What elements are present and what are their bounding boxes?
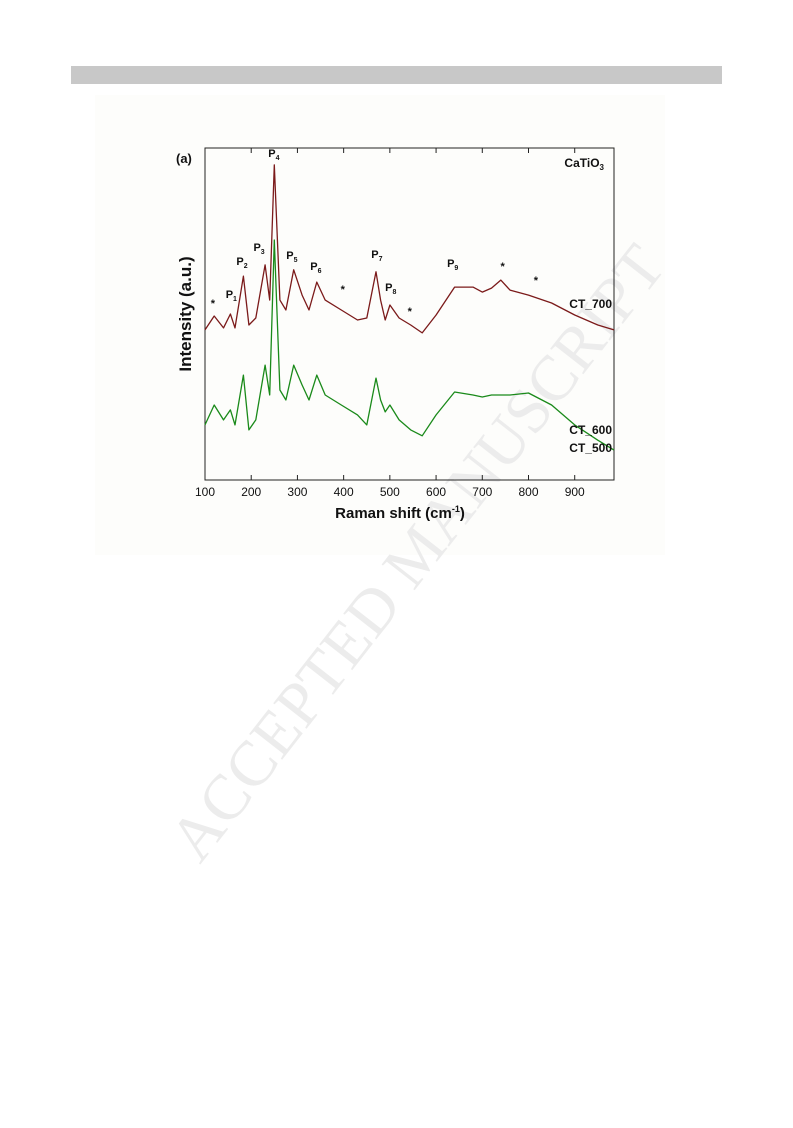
y-axis-title: Intensity (a.u.)	[176, 256, 195, 371]
x-tick-label: 900	[565, 485, 585, 499]
text-part: P	[310, 261, 317, 273]
peak-annotation: P7	[371, 249, 382, 263]
text-part: 6	[318, 268, 322, 275]
header-bar	[71, 66, 722, 84]
text-part: 9	[454, 265, 458, 272]
text-part: *	[534, 275, 539, 287]
peak-annotation: *	[341, 284, 346, 296]
text-part: P	[268, 148, 275, 160]
text-part: 5	[294, 257, 298, 264]
panel-label: (a)	[176, 151, 192, 166]
text-part: *	[211, 298, 216, 310]
peak-annotation: P4	[268, 148, 279, 162]
peak-annotation: *	[408, 306, 413, 318]
x-tick-label: 400	[334, 485, 354, 499]
x-tick-label: 100	[195, 485, 215, 499]
text-part: *	[500, 261, 505, 273]
text-part: )	[460, 505, 465, 522]
text-part: *	[408, 306, 413, 318]
x-tick-label: 700	[472, 485, 492, 499]
peak-annotation: *	[500, 261, 505, 273]
text-part: P	[253, 242, 260, 254]
text-part: P	[286, 250, 293, 262]
peak-annotation: P3	[253, 242, 264, 256]
text-part: Raman shift (cm	[335, 505, 452, 522]
text-part: 3	[261, 249, 265, 256]
series-line	[204, 239, 615, 451]
series-label: CT_500	[569, 441, 612, 455]
text-part: 2	[244, 263, 248, 270]
text-part: 3	[600, 163, 605, 172]
peak-annotation: P1	[226, 289, 237, 303]
x-tick-label: 300	[287, 485, 307, 499]
figure-background	[95, 95, 665, 555]
peak-annotation: P2	[236, 256, 247, 270]
peak-annotation: P5	[286, 250, 297, 264]
x-tick-label: 600	[426, 485, 446, 499]
peak-annotation: P8	[385, 282, 396, 296]
text-part: -1	[452, 504, 460, 514]
x-tick-label: 800	[518, 485, 538, 499]
text-part: CaTiO	[564, 156, 599, 170]
peak-annotation: *	[211, 298, 216, 310]
x-tick-label: 200	[241, 485, 261, 499]
text-part: 7	[379, 256, 383, 263]
text-part: 4	[276, 155, 280, 162]
x-axis-title: Raman shift (cm-1)	[335, 504, 465, 522]
text-part: P	[226, 289, 233, 301]
series-label: CT_700	[569, 297, 612, 311]
series-label: CT_600	[569, 423, 612, 437]
text-part: P	[447, 258, 454, 270]
x-tick-label: 500	[380, 485, 400, 499]
text-part: *	[341, 284, 346, 296]
text-part: P	[371, 249, 378, 261]
peak-annotation: P6	[310, 261, 321, 275]
peak-annotation: *	[534, 275, 539, 287]
text-part: P	[385, 282, 392, 294]
series-line	[204, 164, 615, 334]
text-part: P	[236, 256, 243, 268]
text-part: 1	[233, 296, 237, 303]
compound-label: CaTiO3	[564, 156, 604, 172]
peak-annotation: P9	[447, 258, 458, 272]
plot-frame	[204, 147, 615, 481]
text-part: 8	[393, 289, 397, 296]
